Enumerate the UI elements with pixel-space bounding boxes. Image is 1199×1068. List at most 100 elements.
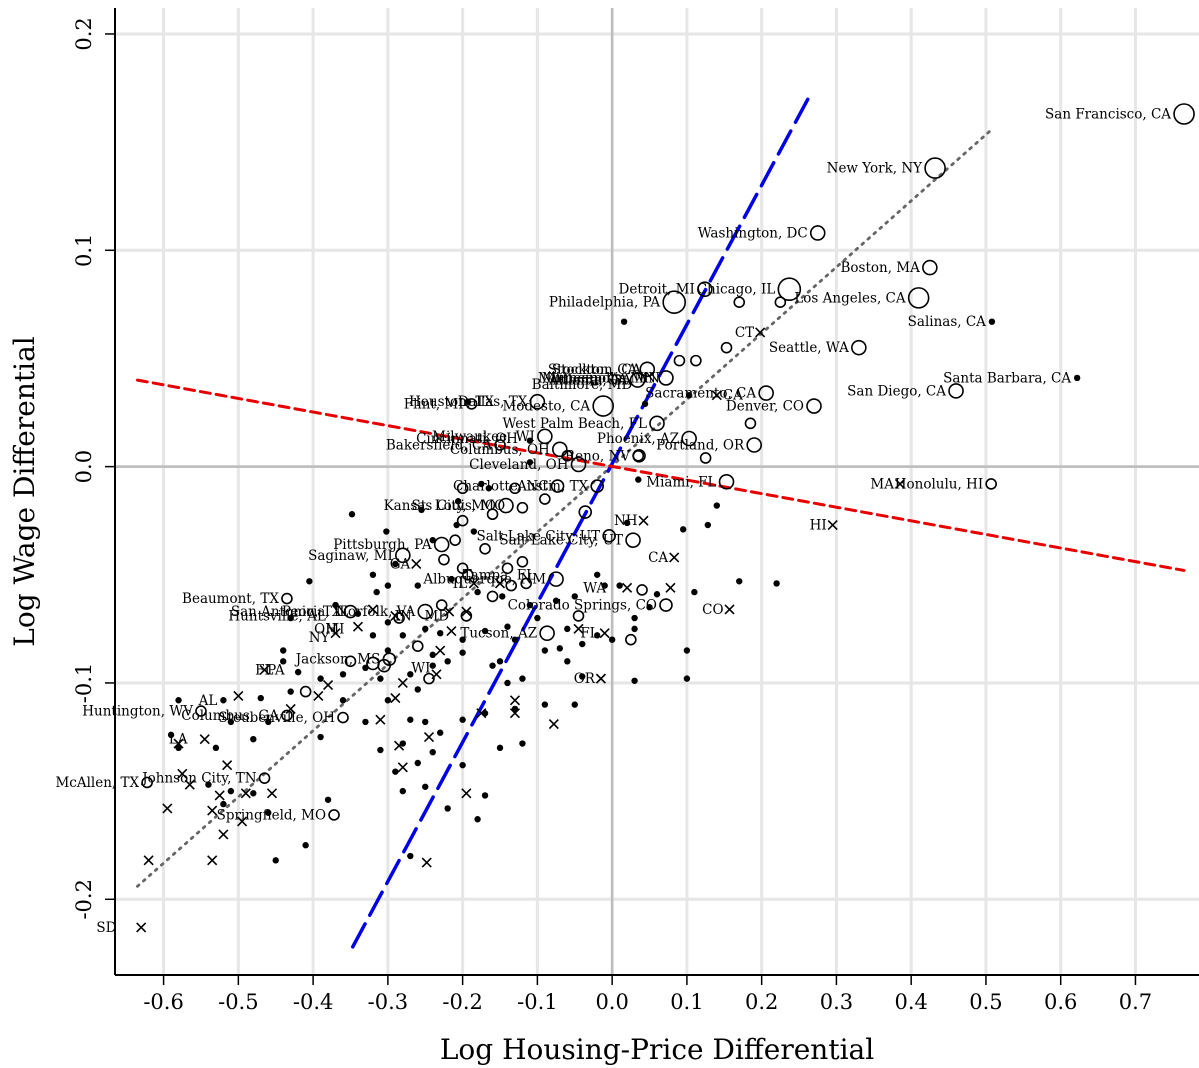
cross-point [509, 695, 521, 706]
cross-point [375, 714, 386, 725]
filled-point [348, 511, 356, 518]
cross-point [421, 857, 432, 868]
annotation-label: Tampa, FL [463, 567, 535, 583]
y-tick-label: 0.0 [72, 450, 96, 483]
annotation-label: St. Louis, MO [411, 498, 505, 514]
point-label: Stockton, CA [548, 362, 638, 378]
cross-point [665, 582, 676, 593]
cross-point [599, 628, 610, 639]
long-dash-fit-line [350, 97, 810, 949]
circle-point [498, 497, 514, 514]
cross-point [143, 855, 154, 866]
point-label: Tucson, AZ [460, 626, 537, 642]
filled-point [481, 792, 489, 799]
data-points [136, 103, 1195, 933]
point-labels: San Francisco, CA New York, NY Washington,… [55, 107, 1171, 936]
filled-point [448, 575, 455, 583]
cross-point [397, 762, 408, 773]
cross-point [461, 788, 472, 799]
filled-point [429, 748, 436, 756]
annotation-label: WI [411, 660, 430, 676]
annotation-label: Baltimore, MD [532, 377, 633, 393]
filled-point [265, 809, 272, 816]
cross-point [162, 803, 173, 814]
circle-point [462, 568, 474, 581]
cross-point [214, 790, 225, 801]
circle-point [629, 372, 646, 388]
point-label: Colorado Springs, CO [508, 598, 657, 614]
filled-point [511, 636, 519, 643]
point-label: Cleveland, OH [469, 457, 569, 473]
fit-lines [135, 97, 1186, 949]
cross-point [423, 731, 435, 743]
filled-point [504, 679, 511, 687]
annotation-label: FL [580, 626, 598, 642]
filled-point [429, 662, 436, 669]
circle-point [141, 776, 153, 789]
cross-point [352, 621, 364, 632]
circle-point [509, 482, 521, 495]
circle-point [411, 640, 424, 652]
circle-point [681, 430, 697, 447]
annotation-label: IL [453, 576, 467, 592]
circle-point [344, 655, 357, 668]
circle-point [744, 417, 757, 430]
circle-point [281, 592, 293, 605]
point-label: Honolulu, HI [895, 476, 983, 492]
filled-point [407, 716, 414, 723]
x-tick-label: 0.1 [670, 990, 703, 1014]
point-label: Atlanta, GA [548, 373, 628, 389]
filled-point [422, 625, 429, 633]
point-label: Chicago, IL [697, 282, 776, 298]
circle-point [486, 590, 499, 603]
cross-point [136, 922, 147, 933]
x-tick-label: 0.2 [745, 990, 778, 1014]
filled-point [167, 731, 175, 739]
point-label: San Diego, CA [847, 383, 946, 399]
filled-point [414, 686, 421, 693]
annotation-label: CA [648, 550, 668, 566]
annotation-label: Huntsville, AL [228, 608, 325, 624]
cross-point [237, 816, 248, 827]
filled-point [399, 740, 407, 747]
circle-point [460, 610, 473, 622]
annotation-label: PA [267, 662, 285, 678]
filled-point [470, 528, 478, 535]
circle-point [649, 415, 665, 432]
circle-point [602, 529, 616, 543]
cross-point [397, 677, 408, 689]
filled-point [631, 677, 638, 684]
filled-point [220, 800, 227, 808]
circle-point [438, 553, 450, 566]
circle-point [777, 277, 802, 302]
filled-point [392, 560, 399, 568]
cross-point [476, 708, 487, 719]
filled-point [373, 588, 380, 596]
filled-point [474, 588, 481, 596]
gridlines [115, 8, 1199, 975]
cross-point [390, 693, 401, 704]
circle-point [494, 439, 506, 451]
circle-point [435, 599, 448, 611]
filled-point [519, 675, 526, 682]
annotation-label: LA [169, 732, 188, 748]
filled-point [620, 318, 628, 325]
circle-point [465, 398, 478, 410]
short-dash-fit-line [135, 378, 1186, 572]
point-label: West Palm Beach, FL [503, 416, 648, 432]
filled-point [683, 675, 691, 682]
circle-point [632, 450, 645, 462]
filled-point [272, 857, 279, 864]
circle-point [985, 478, 997, 490]
filled-point [454, 498, 462, 505]
filled-point [369, 571, 377, 578]
circle-point [281, 709, 293, 722]
circle-point [774, 296, 787, 309]
point-label: Milwaukee, WI [432, 429, 535, 445]
annotation-label: Cincinnati, OH [416, 431, 518, 447]
cross-point [233, 690, 244, 701]
circle-point [746, 437, 762, 453]
annotation-label: Santa Barbara, CA [943, 370, 1071, 386]
cross-point [411, 558, 422, 570]
filled-point [579, 640, 586, 648]
